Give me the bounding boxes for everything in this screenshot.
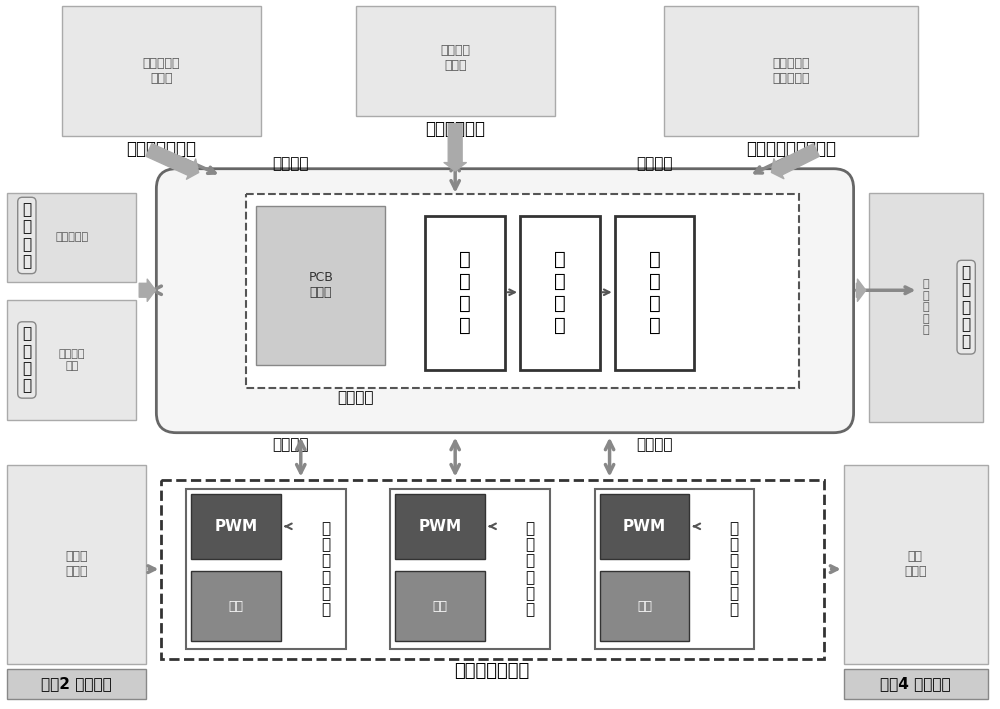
Bar <box>425 216 505 370</box>
Bar <box>356 6 555 116</box>
Text: 足底压力
波形图: 足底压力 波形图 <box>440 44 470 72</box>
Bar <box>520 216 600 370</box>
Text: 人体电容与肌电信号: 人体电容与肌电信号 <box>746 140 836 158</box>
Bar <box>844 669 988 698</box>
Bar <box>395 494 485 559</box>
Text: 课题2 机构设计: 课题2 机构设计 <box>41 676 112 691</box>
Bar <box>615 216 694 370</box>
Bar <box>844 464 988 664</box>
Bar <box>7 300 136 420</box>
Bar <box>595 489 754 649</box>
Text: 手
持
终
端: 手 持 终 端 <box>22 326 31 393</box>
Bar <box>191 494 281 559</box>
Bar <box>7 669 146 698</box>
Text: 足底压力信号: 足底压力信号 <box>425 120 485 138</box>
Bar <box>664 6 918 136</box>
Text: 样机
集成图: 样机 集成图 <box>904 550 927 578</box>
Bar <box>390 489 550 649</box>
Bar <box>600 494 689 559</box>
Text: 外骨骼
结构图: 外骨骼 结构图 <box>65 550 88 578</box>
Text: 步
态
规
划: 步 态 规 划 <box>554 250 566 335</box>
Text: 位
置
速
度
电
流: 位 置 速 度 电 流 <box>730 521 739 617</box>
Text: 语
音
信
息: 语 音 信 息 <box>22 202 31 269</box>
Bar <box>191 571 281 641</box>
Text: 姿态与力矩
示意图: 姿态与力矩 示意图 <box>143 57 180 85</box>
Text: 云
服
务
平
台: 云 服 务 平 台 <box>962 265 971 350</box>
Text: 通信总线: 通信总线 <box>636 437 673 452</box>
Text: PWM: PWM <box>214 519 258 534</box>
FancyBboxPatch shape <box>156 169 854 432</box>
Text: 意
图
感
知: 意 图 感 知 <box>459 250 471 335</box>
Text: 位
置
速
度
电
流: 位 置 速 度 电 流 <box>321 521 330 617</box>
Bar <box>7 193 136 282</box>
Bar <box>869 193 983 422</box>
Text: 云
服
务
器
图: 云 服 务 器 图 <box>922 279 929 335</box>
Text: 关节驱动与控制: 关节驱动与控制 <box>454 661 530 680</box>
Bar <box>600 571 689 641</box>
Text: PWM: PWM <box>623 519 666 534</box>
Bar <box>7 464 146 664</box>
Text: PWM: PWM <box>419 519 462 534</box>
Bar <box>395 571 485 641</box>
Bar <box>62 6 261 136</box>
Text: 主控制器: 主控制器 <box>337 391 374 406</box>
Bar <box>186 489 346 649</box>
Text: 通信总线: 通信总线 <box>273 156 309 172</box>
Bar <box>256 206 385 365</box>
Text: 通信总线: 通信总线 <box>273 437 309 452</box>
Text: 姿态与力矩信息: 姿态与力矩信息 <box>126 140 196 158</box>
Text: 电机: 电机 <box>637 600 652 613</box>
Text: 电机: 电机 <box>229 600 244 613</box>
Text: 位
置
速
度
电
流: 位 置 速 度 电 流 <box>525 521 534 617</box>
Text: 电机: 电机 <box>433 600 448 613</box>
Bar <box>246 194 799 388</box>
Bar <box>161 479 824 659</box>
Text: 通信总线: 通信总线 <box>636 156 673 172</box>
Text: 语音波形图: 语音波形图 <box>55 233 88 242</box>
Text: 人体电容与
肌电波形图: 人体电容与 肌电波形图 <box>772 57 810 85</box>
Text: 柔
顺
控
制: 柔 顺 控 制 <box>649 250 660 335</box>
Text: 课题4 样机集成: 课题4 样机集成 <box>880 676 951 691</box>
Text: 手持终端
界面: 手持终端 界面 <box>58 349 85 371</box>
Text: PCB
主控板: PCB 主控板 <box>308 272 333 299</box>
